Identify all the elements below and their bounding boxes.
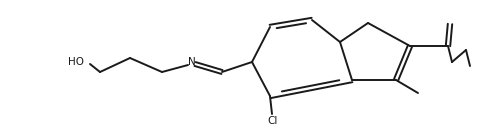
Text: N: N xyxy=(188,57,196,67)
Text: Cl: Cl xyxy=(268,116,278,126)
Text: HO: HO xyxy=(68,57,84,67)
